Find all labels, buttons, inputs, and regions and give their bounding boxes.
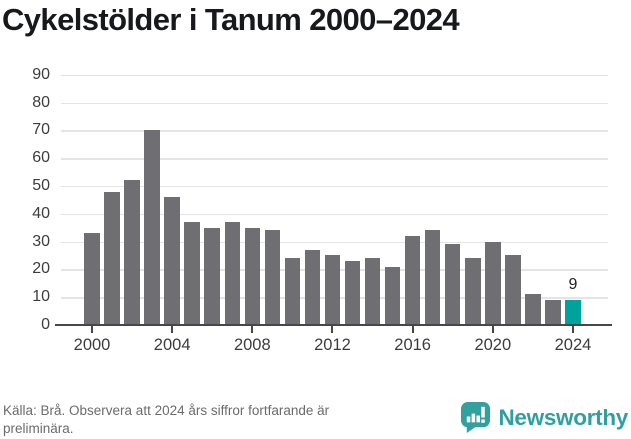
bar-2016: [404, 236, 421, 325]
gridline-y-30: [61, 241, 608, 244]
bar-2014: [364, 258, 381, 325]
x-axis-label: 2000: [73, 336, 111, 354]
y-axis-label: 20: [32, 260, 50, 278]
bar-2003: [144, 130, 160, 325]
bar-2009: [264, 230, 281, 325]
gridline-y-90: [61, 74, 608, 77]
bar-2013: [344, 261, 361, 325]
bar-2024: [565, 299, 581, 325]
bar-2021: [505, 255, 521, 325]
bar-2020: [485, 241, 501, 325]
bar-2001: [104, 191, 120, 325]
x-axis-tick-2024: [571, 326, 574, 333]
x-axis-tick-2016: [411, 326, 414, 333]
gridline-y-80: [61, 102, 608, 105]
bar-2017: [424, 230, 441, 325]
bar-value-label: 9: [568, 275, 578, 293]
bar-2008: [244, 227, 261, 325]
x-axis-tick-2008: [251, 326, 254, 333]
bar-2018: [444, 244, 461, 325]
y-axis-label: 80: [32, 93, 50, 111]
x-axis-label: 2016: [394, 336, 431, 354]
chart-title: Cykelstölder i Tanum 2000–2024: [2, 2, 460, 37]
newsworthy-logo[interactable]: Newsworthy: [460, 401, 628, 434]
y-axis-label: 40: [32, 204, 50, 222]
gridline-y-70: [61, 130, 608, 132]
gridline-y-50: [61, 185, 608, 188]
y-axis-label: 60: [32, 149, 50, 167]
y-axis-label: 70: [32, 121, 50, 139]
x-axis-label: 2004: [153, 336, 191, 354]
x-axis-line: [55, 323, 612, 326]
newsworthy-wordmark: Newsworthy: [498, 404, 628, 430]
bar-2010: [284, 258, 301, 325]
x-axis-label: 2012: [314, 336, 351, 354]
newsworthy-bubble-icon: [460, 401, 491, 434]
bar-2006: [204, 227, 220, 325]
bar-2015: [384, 266, 401, 325]
y-axis-label: 10: [32, 288, 50, 306]
gridline-y-40: [61, 213, 608, 216]
gridline-y-60: [61, 158, 608, 160]
bar-2005: [184, 222, 200, 325]
bar-2004: [164, 197, 180, 325]
source-note: Källa: Brå. Observera att 2024 års siffr…: [3, 403, 330, 436]
bar-2012: [324, 255, 341, 325]
y-axis-label: 90: [32, 65, 50, 83]
x-axis-label: 2020: [474, 336, 512, 354]
x-axis-label: 2008: [233, 336, 271, 354]
x-axis-tick-2004: [171, 326, 174, 333]
x-axis-tick-2020: [491, 326, 494, 333]
bar-2000: [84, 233, 100, 325]
x-axis-tick-2012: [331, 326, 334, 333]
bar-2007: [224, 222, 241, 325]
y-axis-label: 0: [41, 316, 50, 333]
bar-2022: [525, 294, 541, 325]
bar-2023: [545, 299, 561, 325]
bar-2002: [124, 180, 140, 325]
y-axis-label: 30: [32, 232, 50, 250]
bar-2019: [465, 258, 481, 325]
x-axis-tick-2000: [91, 326, 93, 333]
bar-2011: [304, 249, 321, 325]
y-axis-label: 50: [32, 176, 50, 194]
x-axis-label: 2024: [554, 336, 592, 354]
